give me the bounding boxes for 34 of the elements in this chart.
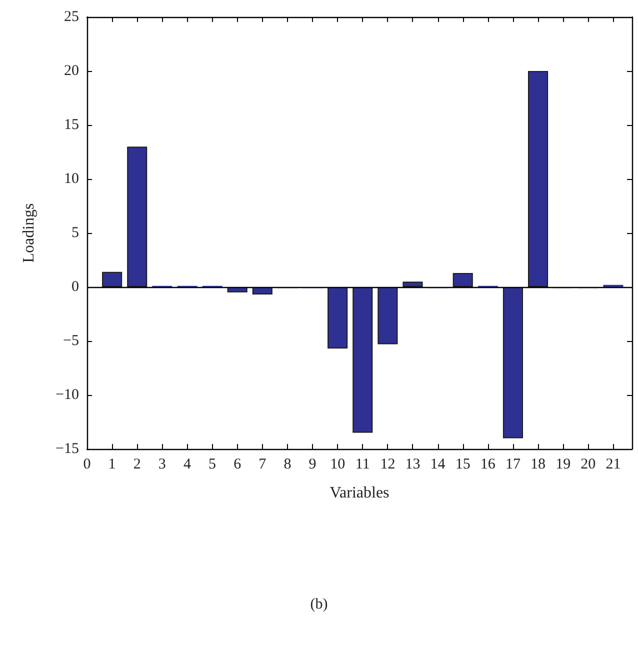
x-tick-label: 1 [108,456,116,472]
x-tick-label: 10 [330,456,346,472]
x-tick-label: 0 [83,456,91,472]
y-tick-label: 20 [64,63,79,79]
x-tick-label: 14 [430,456,446,472]
y-tick-label: 10 [64,171,79,187]
y-tick-label: −5 [63,333,79,349]
x-tick-label: 4 [183,456,192,472]
y-tick-label: 15 [64,117,79,133]
y-tick-label: 5 [72,225,79,241]
x-tick-label: 9 [308,456,316,472]
x-tick-label: 17 [505,456,521,472]
y-tick-label: −15 [56,441,79,457]
y-tick-label: 0 [72,279,79,295]
y-tick-label: 25 [64,9,79,25]
x-tick-label: 15 [455,456,470,472]
x-tick-label: 7 [258,456,267,472]
x-tick-label: 12 [380,456,396,472]
x-tick-label: 19 [556,456,571,472]
text: (b) [310,596,328,612]
x-tick-label: 11 [355,456,370,472]
x-tick-label: 16 [480,456,496,472]
y-axis-title: Loadings [20,203,38,263]
x-tick-label: 8 [284,456,292,472]
x-axis-title: Variables [330,484,390,502]
y-tick-label: −10 [56,387,79,403]
x-tick-label: 6 [234,456,242,472]
x-tick-label: 2 [133,456,141,472]
x-tick-label: 5 [208,456,216,472]
x-tick-label: 21 [606,456,621,472]
x-tick-label: 20 [580,456,596,472]
x-tick-label: 13 [405,456,420,472]
x-tick-label: 3 [158,456,166,472]
x-tick-label: 18 [530,456,546,472]
